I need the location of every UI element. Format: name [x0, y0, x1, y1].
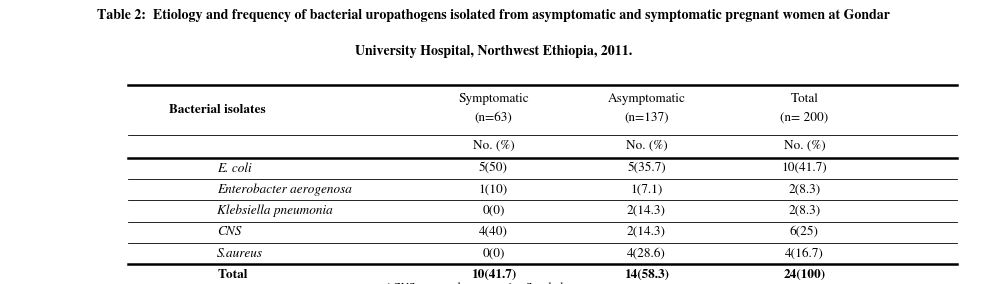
Text: CNS: CNS: [217, 226, 242, 239]
Text: No. (%): No. (%): [625, 140, 667, 152]
Text: 10(41.7): 10(41.7): [781, 162, 826, 174]
Text: Symptomatic: Symptomatic: [458, 93, 528, 105]
Text: 0(0): 0(0): [482, 205, 504, 217]
Text: 1(7.1): 1(7.1): [630, 184, 662, 195]
Text: 2(8.3): 2(8.3): [788, 205, 819, 217]
Text: Table 2:  Etiology and frequency of bacterial uropathogens isolated from asympto: Table 2: Etiology and frequency of bacte…: [97, 9, 889, 22]
Text: 2(14.3): 2(14.3): [626, 226, 666, 238]
Text: *CNS= coagulase negative Staphylococcus: *CNS= coagulase negative Staphylococcus: [385, 283, 601, 284]
Text: Total: Total: [217, 269, 247, 281]
Text: 6(25): 6(25): [789, 226, 818, 238]
Text: E. coli: E. coli: [217, 162, 251, 175]
Text: 24(100): 24(100): [783, 269, 824, 281]
Text: 1(10): 1(10): [478, 184, 508, 195]
Text: S.aureus: S.aureus: [217, 247, 263, 260]
Text: Total: Total: [790, 93, 817, 105]
Text: Bacterial isolates: Bacterial isolates: [169, 104, 265, 116]
Text: No. (%): No. (%): [472, 140, 514, 152]
Text: 5(35.7): 5(35.7): [626, 162, 666, 174]
Text: 4(40): 4(40): [478, 226, 508, 238]
Text: No. (%): No. (%): [783, 140, 824, 152]
Text: 2(8.3): 2(8.3): [788, 184, 819, 195]
Text: 4(28.6): 4(28.6): [626, 248, 666, 259]
Text: 0(0): 0(0): [482, 248, 504, 259]
Text: University Hospital, Northwest Ethiopia, 2011.: University Hospital, Northwest Ethiopia,…: [355, 45, 631, 59]
Text: Klebsiella pneumonia: Klebsiella pneumonia: [217, 204, 332, 217]
Text: (n= 200): (n= 200): [780, 112, 827, 123]
Text: (n=137): (n=137): [623, 112, 669, 123]
Text: Asymptomatic: Asymptomatic: [607, 93, 684, 105]
Text: 4(16.7): 4(16.7): [784, 248, 823, 259]
Text: 10(41.7): 10(41.7): [470, 269, 516, 281]
Text: 5(50): 5(50): [478, 162, 508, 174]
Text: 2(14.3): 2(14.3): [626, 205, 666, 217]
Text: 14(58.3): 14(58.3): [623, 269, 669, 281]
Text: Enterobacter aerogenosa: Enterobacter aerogenosa: [217, 183, 352, 196]
Text: (n=63): (n=63): [474, 112, 512, 123]
